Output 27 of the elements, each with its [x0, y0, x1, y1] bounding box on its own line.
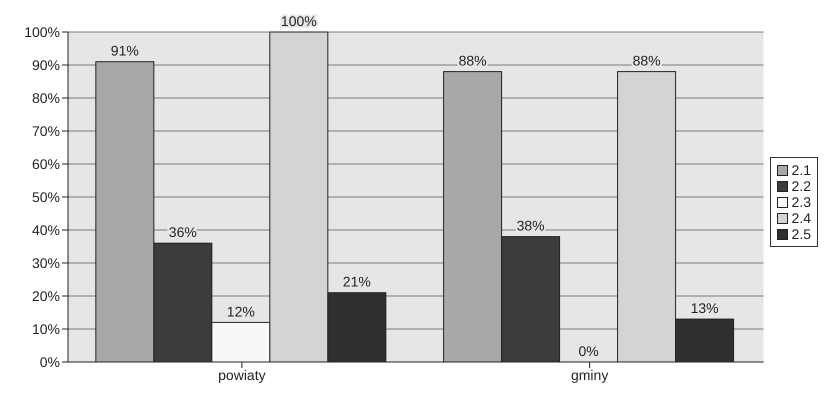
data-label: 13%	[690, 300, 719, 316]
y-tick-label: 90%	[32, 56, 60, 73]
x-tick-label: gminy	[570, 366, 608, 383]
legend-label: 2.5	[792, 226, 811, 242]
y-tick-label: 80%	[32, 90, 60, 106]
legend-label: 2.3	[792, 194, 811, 210]
data-label: 91%	[110, 42, 139, 59]
data-label: 88%	[632, 52, 661, 69]
legend-label: 2.4	[792, 210, 811, 226]
x-tick-label: powiaty	[218, 366, 266, 383]
data-label: 38%	[516, 218, 545, 234]
y-tick-label: 30%	[32, 254, 60, 271]
y-tick-label: 10%	[32, 320, 60, 337]
data-label: 21%	[342, 274, 371, 290]
data-label: 12%	[226, 303, 255, 320]
y-tick-label: 50%	[32, 188, 60, 205]
y-tick-label: 100%	[24, 24, 60, 40]
data-label: 88%	[458, 52, 487, 69]
legend-label: 2.2	[792, 178, 811, 194]
y-tick-label: 40%	[32, 222, 60, 238]
y-tick-label: 20%	[32, 288, 60, 304]
data-label: 0%	[578, 343, 599, 359]
y-tick-label: 70%	[32, 122, 60, 139]
data-label: 100%	[280, 13, 317, 29]
y-tick-label: 0%	[40, 354, 60, 370]
y-tick-label: 60%	[32, 156, 60, 172]
legend-label: 2.1	[792, 162, 811, 178]
